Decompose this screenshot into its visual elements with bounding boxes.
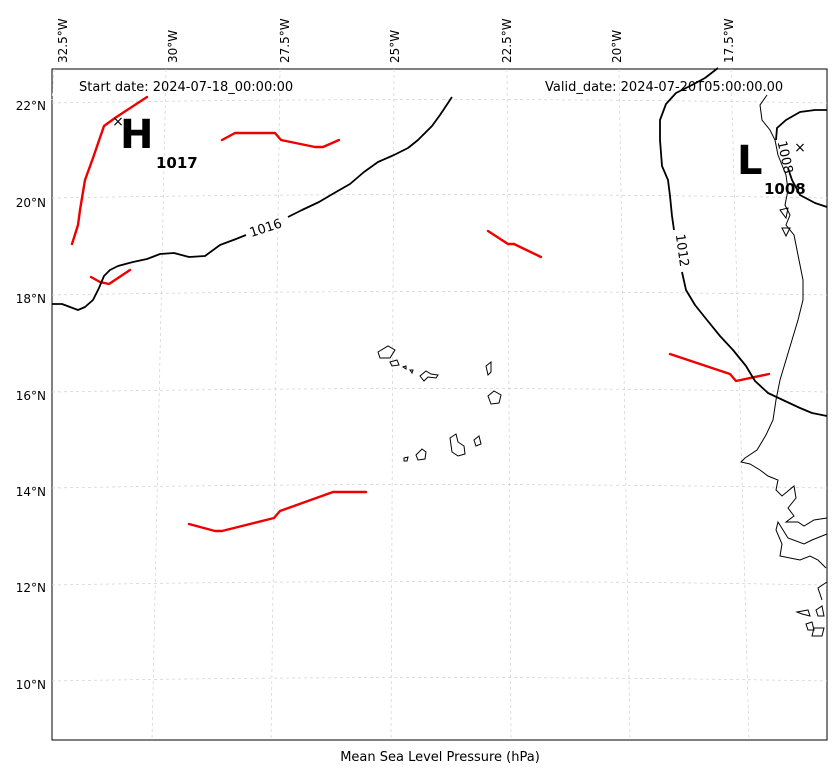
trough-line: [187, 490, 368, 533]
island: [473, 435, 482, 447]
meridian-line: [51, 68, 55, 101]
meridian-line: [730, 68, 750, 741]
lat-tick-label: 22°N: [16, 99, 46, 113]
start-date-label: Start date: 2024-07-18_00:00:00: [79, 80, 293, 95]
valid-date-label: Valid_date: 2024-07-20T05:00:00.00: [545, 80, 783, 95]
high-center-marker: ×: [112, 114, 124, 130]
lat-tick-label: 18°N: [16, 292, 46, 306]
trough-line: [70, 95, 149, 246]
contour-label-1012: 1012: [672, 233, 691, 268]
isobar-1008: [775, 109, 827, 141]
meridian-line: [390, 68, 395, 741]
lon-tick-label: 30°W: [166, 30, 180, 63]
meridian-line: [618, 68, 631, 741]
lat-tick-label: 16°N: [16, 389, 46, 403]
map-caption: Mean Sea Level Pressure (hPa): [340, 750, 540, 765]
map-content: 1016 1012 1008 × H 1017 × L 1008 Start d…: [51, 67, 828, 741]
parallel-line: [51, 99, 828, 104]
island: [419, 370, 439, 382]
isobar-1016: [52, 234, 247, 311]
island: [389, 359, 400, 367]
island: [403, 456, 409, 462]
parallel-line: [51, 581, 828, 586]
island: [377, 345, 396, 359]
meridian-line: [270, 68, 281, 741]
lon-tick-label: 25°W: [388, 30, 402, 63]
parallel-line: [51, 677, 828, 682]
trough-line: [220, 131, 341, 149]
low-center-marker: ×: [794, 140, 806, 156]
lon-tick-label: 22.5°W: [500, 18, 514, 63]
lon-tick-label: 17.5°W: [722, 18, 736, 63]
lat-tick-label: 14°N: [16, 485, 46, 499]
low-value: 1008: [764, 180, 806, 198]
island: [401, 365, 407, 370]
island: [485, 360, 492, 376]
coastline-cape-verde: [377, 345, 502, 462]
contour-label-1008: 1008: [774, 140, 796, 175]
parallel-line: [51, 194, 828, 199]
meridian-line: [506, 68, 512, 741]
coastline-africa: [740, 94, 828, 637]
isobar-1008: [787, 167, 828, 208]
latitude-axis: 22°N 20°N 18°N 16°N 14°N 12°N 10°N: [16, 99, 46, 692]
isobars: [52, 67, 828, 417]
meridian-line: [151, 68, 167, 741]
high-value: 1017: [156, 154, 198, 172]
lat-tick-label: 20°N: [16, 196, 46, 210]
map-frame: [51, 68, 828, 741]
high-pressure-center: × H 1017: [112, 112, 198, 172]
lat-tick-label: 10°N: [16, 678, 46, 692]
island: [409, 369, 414, 375]
parallel-line: [51, 388, 828, 393]
graticule: [51, 68, 828, 741]
parallel-line: [51, 484, 828, 489]
island: [415, 448, 427, 461]
isobar-1012: [659, 67, 719, 231]
trough-line: [486, 229, 543, 259]
lon-tick-label: 32.5°W: [56, 18, 70, 63]
low-letter: L: [737, 138, 763, 184]
island: [487, 390, 502, 405]
lat-tick-label: 12°N: [16, 581, 46, 595]
trough-line: [89, 268, 132, 286]
trough-lines: [70, 95, 771, 533]
low-pressure-center: × L 1008: [737, 138, 806, 198]
high-letter: H: [120, 112, 153, 158]
lon-tick-label: 27.5°W: [278, 18, 292, 63]
parallel-line: [51, 291, 828, 296]
isobar-1012: [681, 271, 828, 417]
island: [449, 433, 466, 457]
lon-tick-label: 20°W: [610, 30, 624, 63]
longitude-axis: 32.5°W 30°W 27.5°W 25°W 22.5°W 20°W 17.5…: [56, 18, 736, 63]
isobar-1016: [287, 96, 453, 218]
